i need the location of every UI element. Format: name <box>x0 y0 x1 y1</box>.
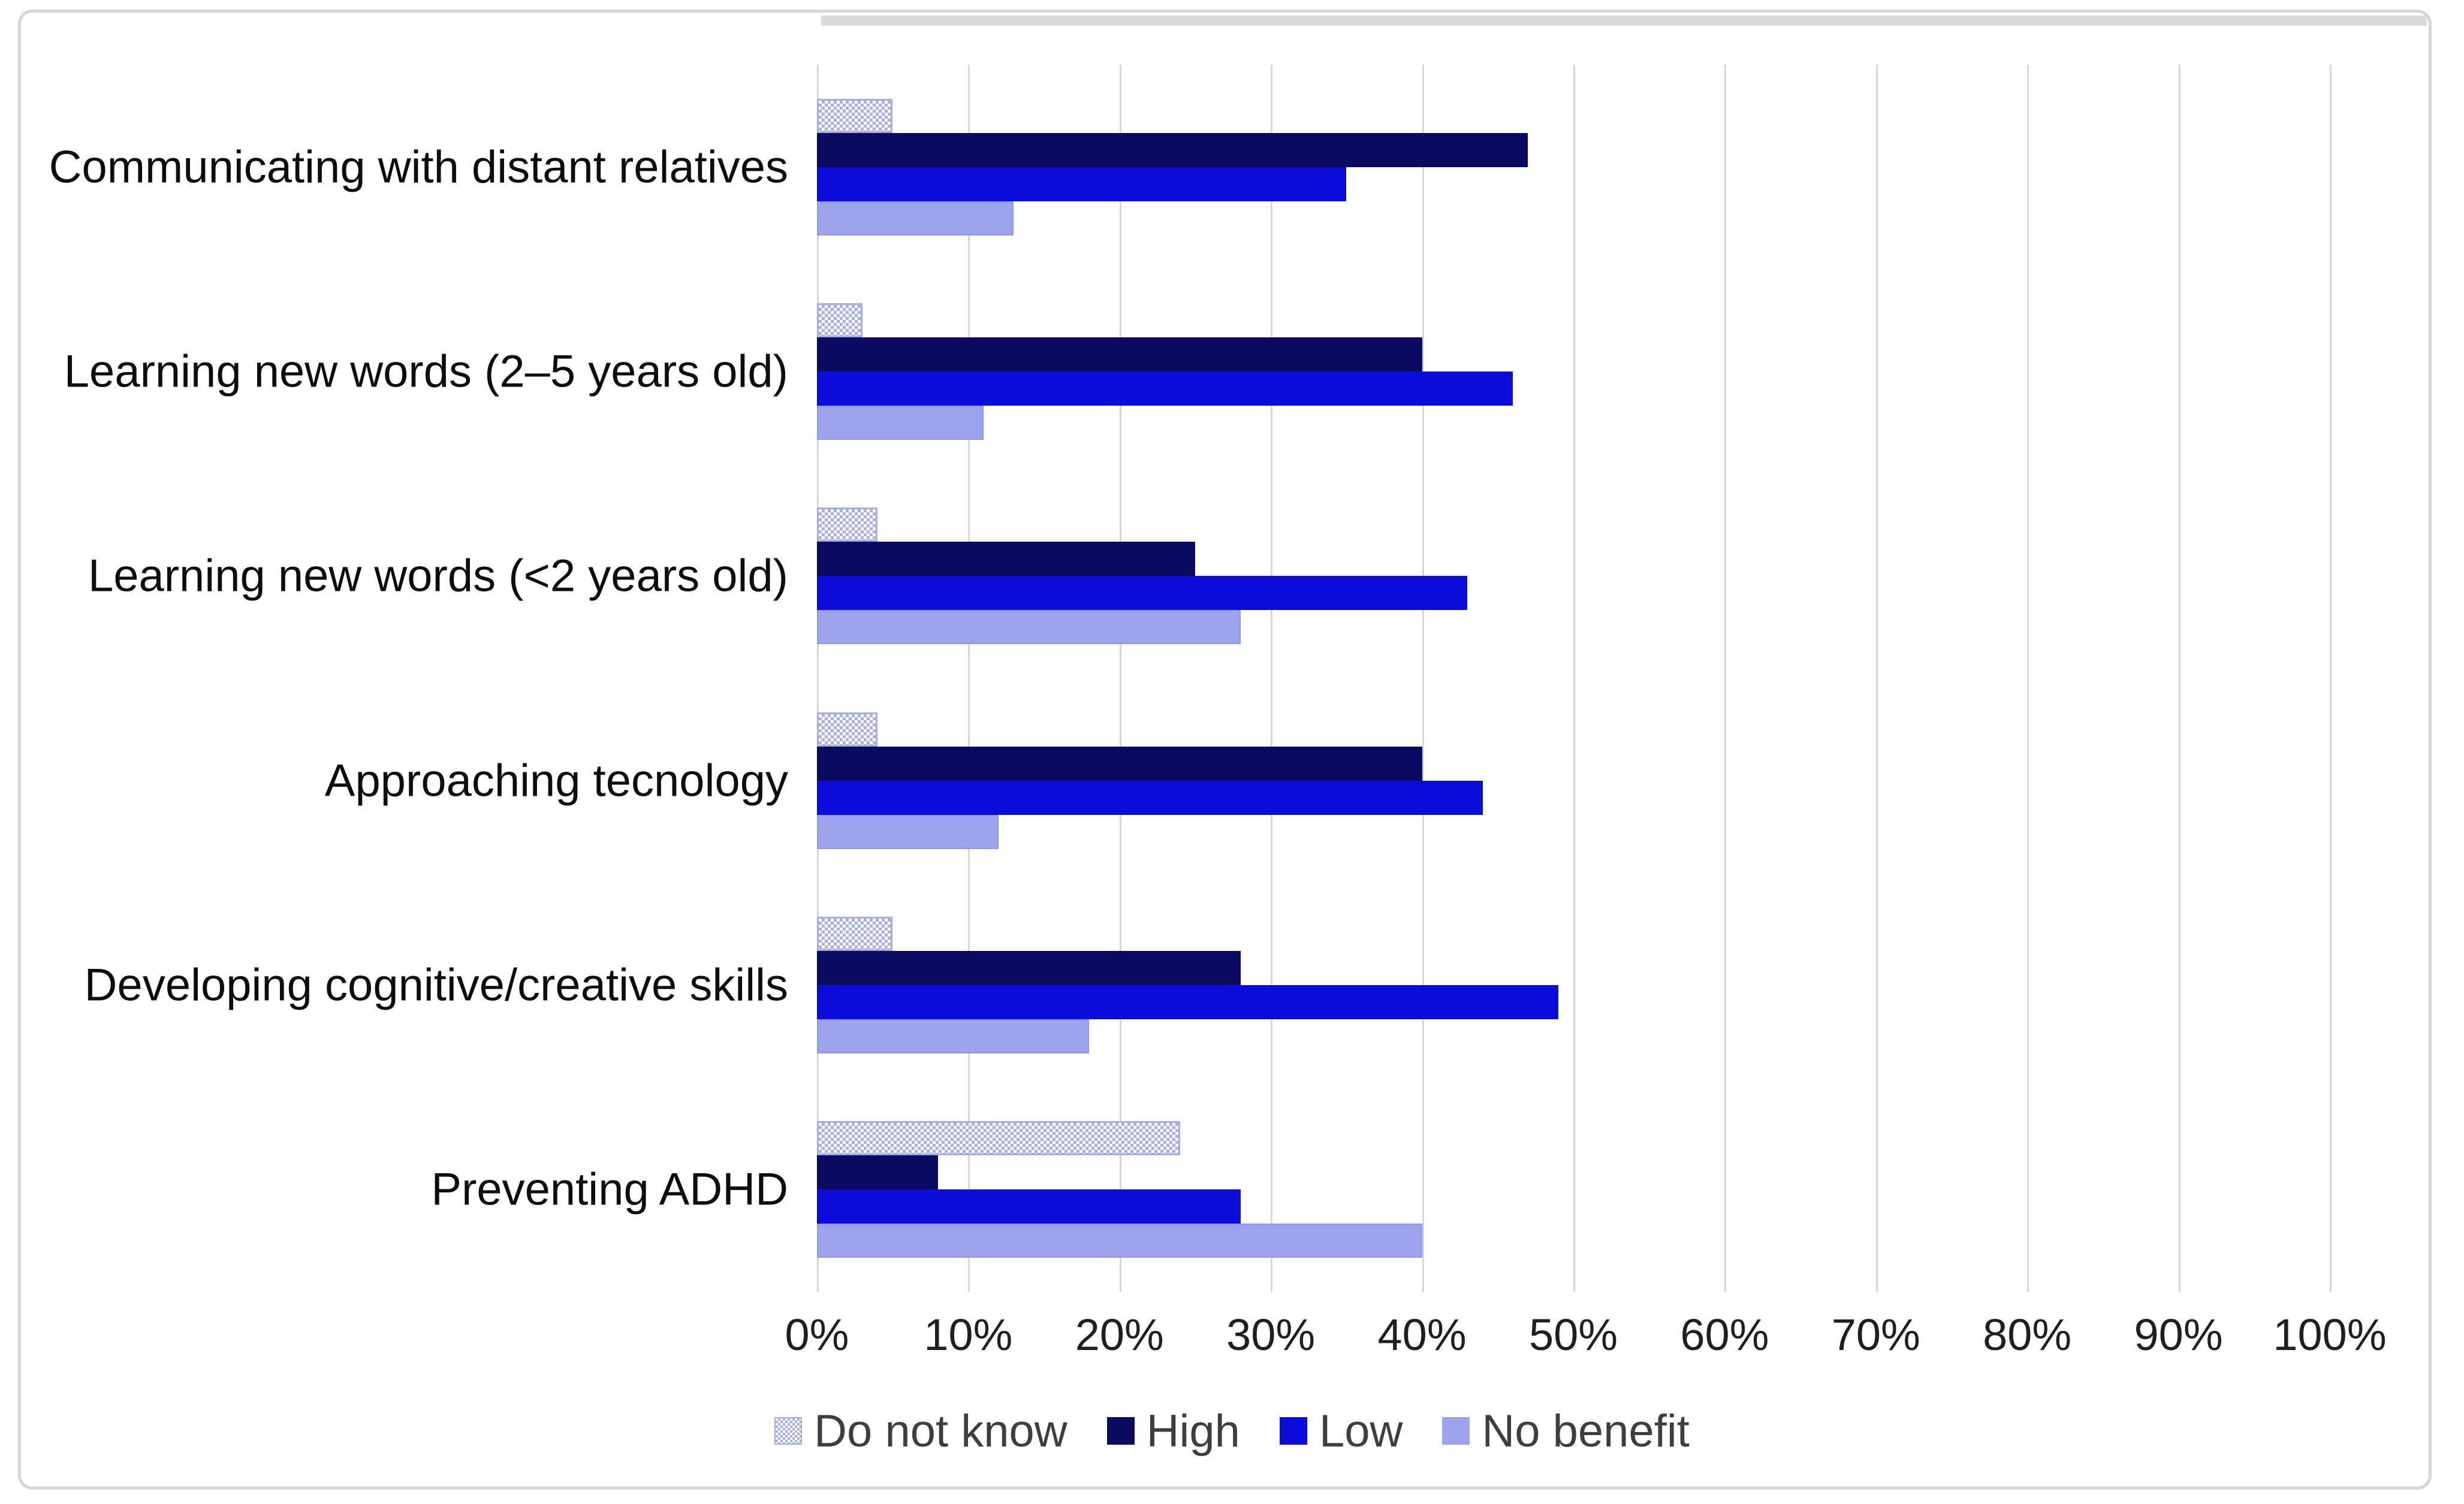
x-tick-label: 10% <box>924 1310 1013 1360</box>
gridline-40pct <box>1422 65 1424 1292</box>
bar-low <box>817 167 1347 201</box>
x-tick-label: 60% <box>1680 1310 1769 1360</box>
legend-item-no-benefit: No benefit <box>1442 1405 1690 1457</box>
chart-frame-top-strip <box>821 16 2427 26</box>
bar-do-not-know <box>817 916 893 951</box>
gridline-100pct <box>2330 65 2332 1292</box>
x-tick-label: 0% <box>785 1310 849 1360</box>
bar-low <box>817 1189 1241 1224</box>
legend-swatch-low-icon <box>1279 1417 1307 1445</box>
bar-no-benefit <box>817 201 1014 235</box>
bar-do-not-know <box>817 712 877 747</box>
bar-no-benefit <box>817 814 999 849</box>
gridline-20pct <box>1119 65 1121 1292</box>
x-tick-label: 70% <box>1831 1310 1920 1360</box>
bar-no-benefit <box>817 610 1241 645</box>
legend-label: Low <box>1319 1405 1403 1457</box>
bar-low <box>817 371 1513 406</box>
bar-group <box>817 678 2330 883</box>
bar-high <box>817 337 1422 372</box>
bar-high <box>817 950 1241 985</box>
x-tick-label: 100% <box>2273 1310 2387 1360</box>
bar-group <box>817 474 2330 678</box>
bar-no-benefit <box>817 405 984 440</box>
legend-swatch-no-benefit-icon <box>1442 1417 1470 1445</box>
x-tick-label: 50% <box>1528 1310 1618 1360</box>
legend-swatch-high-icon <box>1106 1417 1135 1445</box>
bar-do-not-know <box>817 508 877 542</box>
plot-area <box>817 65 2332 1292</box>
gridline-90pct <box>2178 65 2180 1292</box>
x-tick-label: 20% <box>1075 1310 1164 1360</box>
category-label: Preventing ADHD <box>431 1164 788 1215</box>
legend-label: No benefit <box>1482 1405 1690 1457</box>
gridline-10pct <box>968 65 970 1292</box>
bar-group <box>817 1088 2330 1292</box>
category-label: Learning new words (2–5 years old) <box>64 346 788 397</box>
bar-do-not-know <box>817 98 893 133</box>
legend-label: Do not know <box>814 1405 1067 1457</box>
legend-label: High <box>1146 1405 1240 1457</box>
gridline-50pct <box>1573 65 1575 1292</box>
bar-high <box>817 542 1195 576</box>
legend-item-low: Low <box>1279 1405 1403 1457</box>
legend-item-do-not-know: Do not know <box>774 1405 1067 1457</box>
bar-do-not-know <box>817 303 862 337</box>
x-tick-label: 30% <box>1226 1310 1316 1360</box>
gridline-70pct <box>1875 65 1878 1292</box>
category-label: Approaching tecnology <box>324 755 788 807</box>
bar-low <box>817 780 1483 815</box>
bar-low <box>817 984 1558 1019</box>
gridline-60pct <box>1724 65 1727 1292</box>
x-tick-label: 80% <box>1983 1310 2072 1360</box>
legend-swatch-do-not-know-icon <box>774 1417 803 1445</box>
x-tick-label: 90% <box>2134 1310 2223 1360</box>
gridline-30pct <box>1271 65 1273 1292</box>
gridline-80pct <box>2027 65 2029 1292</box>
bar-low <box>817 576 1468 611</box>
category-label: Developing cognitive/creative skills <box>84 959 788 1011</box>
gridline-0pct <box>817 65 819 1292</box>
bar-high <box>817 132 1528 167</box>
bar-group <box>817 883 2330 1087</box>
category-label: Learning new words (<2 years old) <box>88 550 788 602</box>
bar-group <box>817 65 2330 269</box>
bar-do-not-know <box>817 1121 1180 1156</box>
bar-high <box>817 746 1422 781</box>
bar-high <box>817 1155 938 1190</box>
bar-no-benefit <box>817 1019 1090 1053</box>
legend: Do not know High Low No benefit <box>0 1401 2464 1461</box>
x-tick-label: 40% <box>1377 1310 1467 1360</box>
category-label: Communicating with distant relatives <box>49 141 788 193</box>
legend-item-high: High <box>1106 1405 1240 1457</box>
bar-group <box>817 269 2330 473</box>
bar-no-benefit <box>817 1224 1422 1258</box>
